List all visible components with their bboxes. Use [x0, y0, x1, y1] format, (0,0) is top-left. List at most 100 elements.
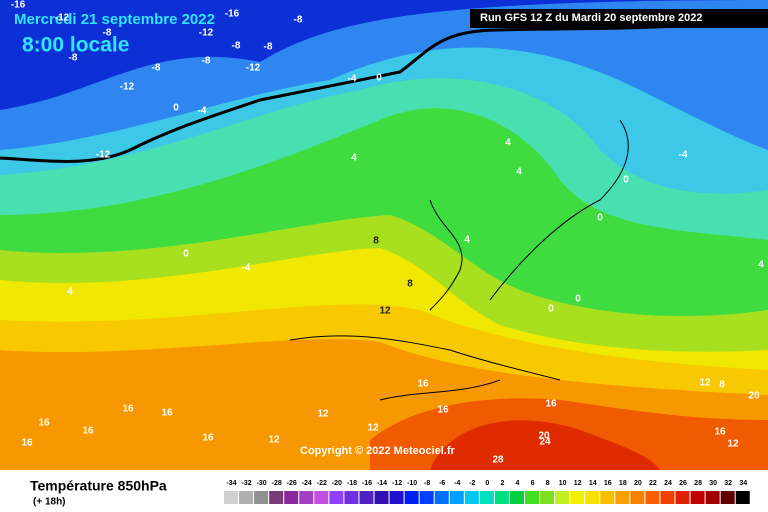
legend-label: 8	[546, 480, 550, 487]
contour-label: -8	[232, 41, 241, 52]
legend-swatch	[630, 491, 645, 504]
legend-swatch	[525, 491, 540, 504]
contour-label: -12	[120, 82, 135, 93]
legend-swatch	[660, 491, 675, 504]
legend-swatch	[344, 491, 359, 504]
legend-swatch	[675, 491, 690, 504]
color-legend: -34 -32 -30 -28 -26 -24 -22 -20 -18 -16 -14 -12 -10-…	[224, 480, 750, 504]
legend-swatch	[374, 491, 389, 504]
legend-swatch	[509, 491, 524, 504]
legend-swatch	[645, 491, 660, 504]
contour-label: -8	[294, 15, 303, 26]
legend-swatch	[239, 491, 254, 504]
legend-label: -18	[347, 480, 357, 487]
contour-label: -16	[225, 9, 240, 20]
contour-label: -12	[199, 28, 214, 39]
contour-label: 0	[173, 103, 179, 114]
legend-swatch	[449, 491, 464, 504]
contour-label: 0	[376, 73, 382, 84]
contour-labels: -16-16-12-8 -12-8 -8-8-8-8-8-12-12-4 00 -4-1…	[11, 0, 764, 466]
legend-swatch	[690, 491, 705, 504]
legend-swatch	[600, 491, 615, 504]
contour-label: 16	[202, 433, 214, 444]
contour-label: 24	[539, 437, 551, 448]
contour-label: 12	[699, 378, 711, 389]
legend-label: 14	[589, 480, 597, 487]
contour-label: 12	[379, 306, 391, 317]
legend-label: -28	[272, 480, 282, 487]
contour-label: 16	[437, 405, 449, 416]
legend-swatch	[329, 491, 344, 504]
contour-label: 12	[727, 439, 739, 450]
legend-swatch	[404, 491, 419, 504]
legend-label: -6	[439, 480, 445, 487]
legend-label: -22	[317, 480, 327, 487]
legend-label: -16	[362, 480, 372, 487]
legend-label: 20	[634, 480, 642, 487]
legend-label: 26	[679, 480, 687, 487]
legend-label: -24	[302, 480, 312, 487]
contour-label: -8	[202, 56, 211, 67]
contour-label: 0	[575, 294, 581, 305]
contour-label: 16	[21, 438, 33, 449]
legend-label: 22	[649, 480, 657, 487]
contour-label: -8	[69, 53, 78, 64]
legend-label: 16	[604, 480, 612, 487]
legend-label: 32	[724, 480, 732, 487]
contour-label: 12	[268, 435, 280, 446]
contour-label: 4	[516, 167, 522, 178]
contour-label: -12	[55, 13, 70, 24]
contour-label: -8	[152, 63, 161, 74]
coastlines	[0, 22, 721, 401]
legend-label: -14	[377, 480, 387, 487]
legend-swatch	[585, 491, 600, 504]
legend-label: 18	[619, 480, 627, 487]
legend-label: -10	[407, 480, 417, 487]
legend-swatch	[434, 491, 449, 504]
contour-label: 0	[548, 304, 554, 315]
contour-label: -4	[679, 150, 688, 161]
legend-swatch	[464, 491, 479, 504]
contour-label: 4	[464, 235, 470, 246]
legend-swatch	[254, 491, 269, 504]
temperature-field	[0, 0, 768, 471]
legend-label: 10	[559, 480, 567, 487]
run-box	[470, 9, 768, 28]
legend-swatch	[389, 491, 404, 504]
footer-lead: (+ 18h)	[33, 497, 66, 508]
legend-swatch	[615, 491, 630, 504]
legend-label: -4	[454, 480, 460, 487]
contour-label: 16	[417, 379, 429, 390]
contour-label: 8	[373, 236, 379, 247]
contour-label: 20	[538, 431, 550, 442]
contour-label: -4	[198, 106, 207, 117]
contour-label: 16	[38, 418, 50, 429]
contour-label: 0	[623, 175, 629, 186]
legend-label: 30	[709, 480, 717, 487]
legend-label: 2	[500, 480, 504, 487]
legend-swatch	[720, 491, 735, 504]
contour-label: -8	[103, 28, 112, 39]
legend-swatch	[299, 491, 314, 504]
footer-title: Température 850hPa	[30, 478, 167, 494]
contour-label: -4	[242, 263, 251, 274]
legend-label: 28	[694, 480, 702, 487]
legend-label: -30	[257, 480, 267, 487]
legend-swatch	[494, 491, 509, 504]
contour-label: -4	[348, 74, 357, 85]
contour-label: -12	[96, 150, 111, 161]
contour-label: 4	[505, 138, 511, 149]
contour-label: -12	[246, 63, 261, 74]
legend-swatch	[359, 491, 374, 504]
legend-label: 24	[664, 480, 672, 487]
legend-label: -8	[424, 480, 430, 487]
contour-label: 4	[67, 287, 73, 298]
copyright: Copyright © 2022 Meteociel.fr	[300, 445, 456, 457]
legend-label: 34	[739, 480, 747, 487]
run: Run GFS 12 Z du Mardi 20 septembre 2022	[480, 12, 703, 24]
legend-label: 0	[485, 480, 489, 487]
legend-swatch	[269, 491, 284, 504]
legend-swatch	[419, 491, 434, 504]
